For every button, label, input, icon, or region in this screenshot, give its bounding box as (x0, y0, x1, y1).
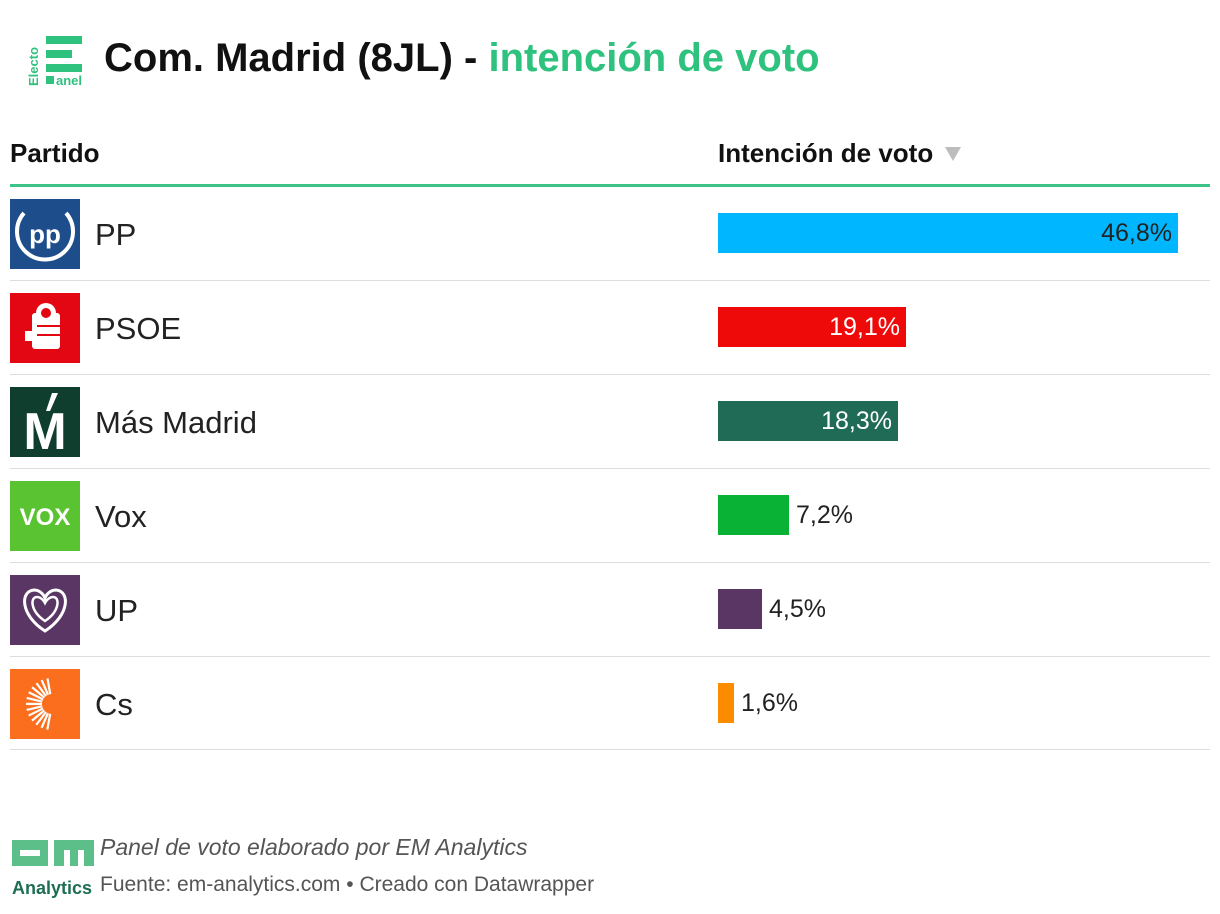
party-name: UP (95, 593, 139, 628)
em-logo-text: Analytics (12, 878, 92, 898)
title-accent: intención de voto (488, 35, 820, 80)
bar (718, 213, 1178, 253)
footer: Analytics Panel de voto elaborado por EM… (10, 832, 1210, 902)
table-row: VOX Vox 7,2% (10, 469, 1210, 563)
chart-rows: pp PP 46,8% PSOE 19,1% M Más Madrid 18,3% VOX Vox… (10, 187, 1210, 750)
bar (718, 589, 762, 629)
svg-text:M: M (23, 403, 66, 457)
header: Electo anel Com. Madrid (8JL) - intenció… (10, 28, 820, 89)
pp-logo-icon: pp (10, 199, 80, 269)
footer-source: Fuente: em-analytics.com • Creado con Da… (100, 873, 595, 896)
party-name: Cs (95, 687, 133, 722)
vox-logo-icon: VOX (10, 481, 80, 551)
data-label: 4,5% (769, 595, 826, 623)
column-header-vote[interactable]: Intención de voto (718, 138, 962, 169)
bar (718, 401, 898, 441)
table-row: pp PP 46,8% (10, 187, 1210, 281)
bar (718, 683, 734, 723)
mas-madrid-logo-icon: M (10, 387, 80, 457)
data-label: 7,2% (796, 501, 853, 529)
data-label: 19,1% (829, 313, 900, 341)
cs-logo-icon (10, 669, 80, 739)
party-name: Vox (95, 499, 147, 534)
footer-note: Panel de voto elaborado por EM Analytics (100, 834, 528, 860)
party-name: PP (95, 217, 137, 252)
table-row: PSOE 19,1% (10, 281, 1210, 375)
party-name: Más Madrid (95, 405, 257, 440)
electopanel-logo: Electo anel (10, 28, 90, 88)
party-name: PSOE (95, 311, 182, 346)
svg-text:VOX: VOX (20, 504, 71, 531)
psoe-logo-icon (10, 293, 80, 363)
table-row: Cs 1,6% (10, 657, 1210, 750)
logo-text-bottom: anel (56, 73, 82, 88)
sort-down-icon[interactable] (945, 146, 962, 161)
bar (718, 495, 789, 535)
bar (718, 307, 906, 347)
em-analytics-logo: Analytics (10, 838, 98, 902)
table-row: M Más Madrid 18,3% (10, 375, 1210, 469)
table-header: Partido Intención de voto (10, 130, 1210, 187)
svg-text:pp: pp (29, 219, 61, 249)
data-label: 18,3% (821, 407, 892, 435)
data-label: 1,6% (741, 689, 798, 717)
data-label: 46,8% (1101, 219, 1172, 247)
up-logo-icon (10, 575, 80, 645)
column-header-vote-label: Intención de voto (718, 138, 934, 168)
table-row: UP 4,5% (10, 563, 1210, 657)
logo-text-top: Electo (26, 47, 41, 86)
title-main: Com. Madrid (8JL) - (104, 35, 489, 80)
column-header-party[interactable]: Partido (10, 138, 100, 168)
page-title: Com. Madrid (8JL) - intención de voto (104, 36, 820, 81)
